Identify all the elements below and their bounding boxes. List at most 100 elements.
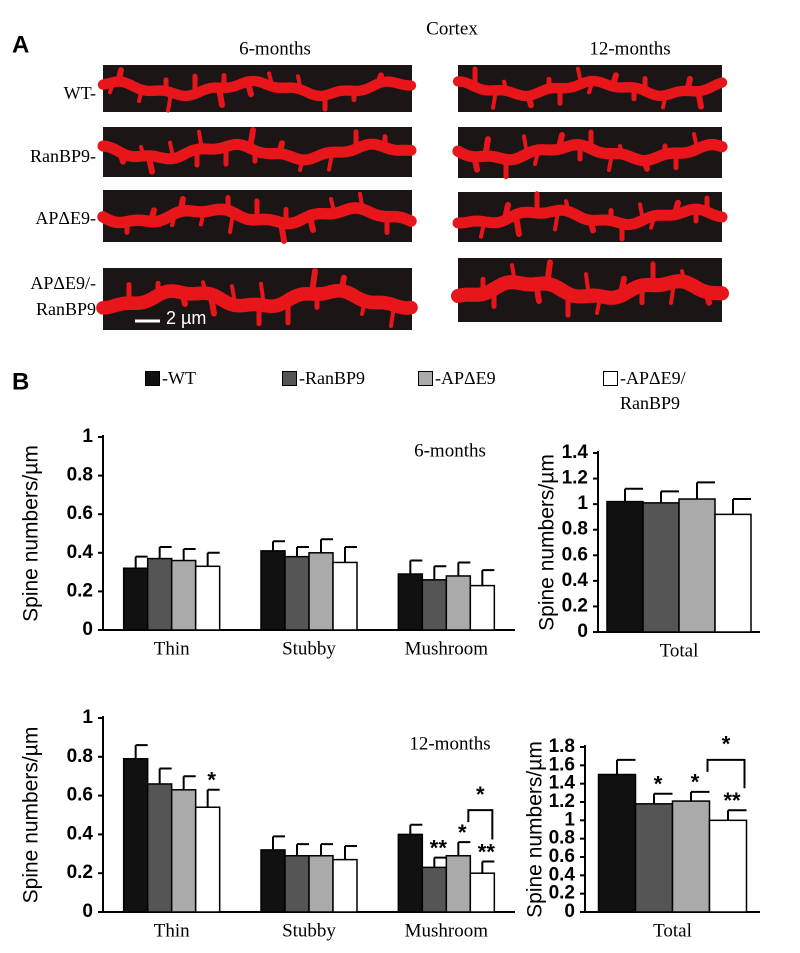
spine <box>179 288 188 307</box>
y-tick-label: 0 <box>82 901 93 922</box>
spine <box>510 263 517 286</box>
y-tick-label: 0 <box>577 621 588 642</box>
error-bar <box>206 788 220 808</box>
x-tick-label: Thin <box>154 920 190 941</box>
spine <box>199 207 206 227</box>
spine <box>513 213 522 238</box>
bar <box>194 806 221 913</box>
bar <box>170 789 197 913</box>
error-bar <box>158 546 172 559</box>
bar <box>260 849 286 913</box>
spine <box>638 202 645 223</box>
bar <box>445 854 472 913</box>
spine <box>695 86 704 110</box>
y-tick-label: 0.2 <box>67 580 93 601</box>
x-tick-label: Total <box>660 640 699 661</box>
bar <box>170 559 197 631</box>
y-tick-label: 0.6 <box>562 544 588 565</box>
error-bar <box>272 835 285 850</box>
bracket <box>706 758 746 789</box>
y-tick-label: 1 <box>564 809 575 830</box>
error-bar <box>457 561 471 576</box>
spine <box>216 84 225 108</box>
spine <box>479 220 486 239</box>
bar <box>284 854 310 913</box>
error-bar <box>344 546 357 563</box>
panel-label: B <box>12 368 29 395</box>
legend-swatch <box>418 371 433 386</box>
y-tick-label: 1.2 <box>562 468 588 489</box>
error-bar <box>481 860 495 874</box>
spine <box>117 148 126 165</box>
spine <box>502 201 511 222</box>
y-tick-label: 0.6 <box>549 846 575 867</box>
error-bar <box>409 823 423 835</box>
y-tick-label: 0.2 <box>562 595 588 616</box>
error-bar <box>433 565 447 580</box>
y-tick-label: 0.8 <box>549 828 575 849</box>
bar <box>308 854 334 913</box>
spine <box>168 140 175 159</box>
row-label: WT- <box>63 83 96 103</box>
spine <box>533 149 540 167</box>
dendrite <box>452 75 728 102</box>
dendrite <box>97 75 417 102</box>
y-tick-label: 0.6 <box>67 785 93 806</box>
error-bar <box>272 540 285 551</box>
y-tick-label: 1.8 <box>549 736 575 757</box>
x-tick-label: Thin <box>154 638 190 659</box>
error-bar <box>296 546 309 557</box>
bar <box>469 584 496 631</box>
error-bar <box>457 841 471 856</box>
error-bar <box>320 538 333 553</box>
error-bar <box>320 843 333 856</box>
bar <box>642 502 680 633</box>
spine <box>298 155 305 172</box>
legend-label: -APΔE9 <box>435 368 496 388</box>
y-tick-label: 1.2 <box>549 791 575 812</box>
spine <box>276 140 285 159</box>
error-bar <box>182 775 196 790</box>
panel-label: A <box>12 31 29 58</box>
bar <box>634 803 674 913</box>
legend-label: -RanBP9 <box>299 368 366 388</box>
error-bar <box>727 809 747 821</box>
y-tick-label: 0.4 <box>67 542 94 563</box>
error-bar <box>296 843 309 856</box>
bar <box>308 552 334 631</box>
spine <box>587 80 594 95</box>
spine <box>278 219 287 244</box>
bar <box>194 565 221 631</box>
error-bar <box>696 481 715 500</box>
spine <box>661 92 668 110</box>
annotation: 6-months <box>414 440 486 461</box>
bar <box>332 858 358 913</box>
spine <box>201 280 208 297</box>
spine <box>296 74 303 94</box>
bracket-label: * <box>722 732 731 757</box>
x-tick-label: Mushroom <box>405 638 489 659</box>
significance: ** <box>430 835 448 860</box>
legend-swatch <box>145 371 160 386</box>
spine <box>692 132 699 151</box>
bar <box>146 783 173 913</box>
y-axis-label: Spine numbers/µm <box>20 727 43 904</box>
error-bar <box>653 792 673 804</box>
y-tick-label: 1 <box>82 426 93 447</box>
spine <box>148 207 157 224</box>
y-tick-label: 0.4 <box>562 570 589 591</box>
y-tick-label: 0 <box>82 619 93 640</box>
row-label: RanBP9- <box>29 146 96 166</box>
bar <box>445 575 472 631</box>
bar <box>671 800 711 913</box>
spine <box>564 199 571 216</box>
spine <box>358 191 365 213</box>
spine <box>672 199 681 216</box>
error-bar <box>344 845 357 860</box>
bar <box>260 550 286 631</box>
significance: * <box>458 820 467 845</box>
y-axis-label: Spine numbers/µm <box>536 454 559 631</box>
spine <box>170 212 177 228</box>
y-axis-label: Spine numbers/µm <box>20 445 43 622</box>
